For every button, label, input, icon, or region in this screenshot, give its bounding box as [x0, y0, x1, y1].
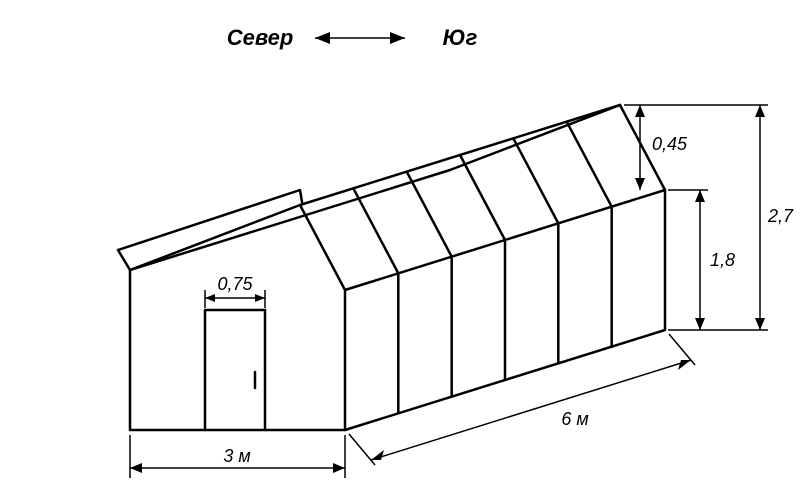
dim-length: 6 м: [349, 334, 695, 465]
dim-roof-rise-value: 0,45: [652, 134, 688, 154]
dim-total-height: 2,7: [624, 105, 794, 330]
dim-wall-height-value: 1,8: [710, 250, 735, 270]
dim-width-value: 3 м: [223, 446, 250, 466]
compass-south-label: Юг: [443, 25, 478, 50]
compass-north-label: Север: [227, 25, 294, 50]
dim-length-value: 6 м: [561, 409, 588, 429]
dim-wall-height: 1,8: [668, 190, 735, 330]
dim-door-width: 0,75: [205, 274, 265, 308]
compass-arrow-icon: [315, 32, 405, 44]
dim-total-height-value: 2,7: [767, 206, 794, 226]
dim-width: 3 м: [130, 435, 345, 478]
dim-door-width-value: 0,75: [217, 274, 253, 294]
greenhouse-body: [118, 105, 665, 430]
greenhouse-diagram: Север Юг: [0, 0, 800, 501]
